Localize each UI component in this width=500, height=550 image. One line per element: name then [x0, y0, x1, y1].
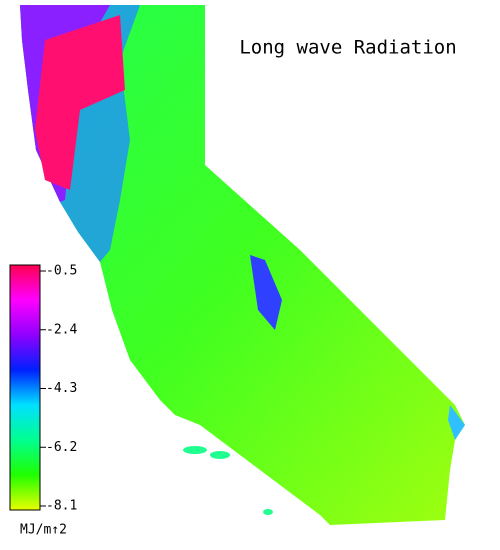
- colorbar-tick-label: -6.2: [46, 440, 77, 455]
- colorbar-tick-label: -0.5: [46, 264, 77, 279]
- coastal-red-zone: [35, 15, 125, 190]
- colorbar-tick-label: -8.1: [46, 499, 77, 514]
- colorbar-unit: MJ/m↑2: [20, 523, 67, 538]
- colorbar-tick-label: -2.4: [46, 322, 77, 337]
- sierra-blue-patch: [250, 255, 282, 330]
- colorbar-scale: [9, 264, 41, 511]
- state-land: [20, 5, 465, 525]
- california-map: [20, 5, 465, 525]
- southeast-blue-patch: [448, 405, 465, 440]
- island: [263, 509, 273, 515]
- colorbar: -0.5 -2.4 -4.3 -6.2 -8.1: [9, 264, 77, 514]
- colorbar-tick-label: -4.3: [46, 381, 77, 396]
- island: [183, 446, 207, 454]
- map-title: Long wave Radiation: [239, 37, 456, 59]
- island: [210, 451, 230, 459]
